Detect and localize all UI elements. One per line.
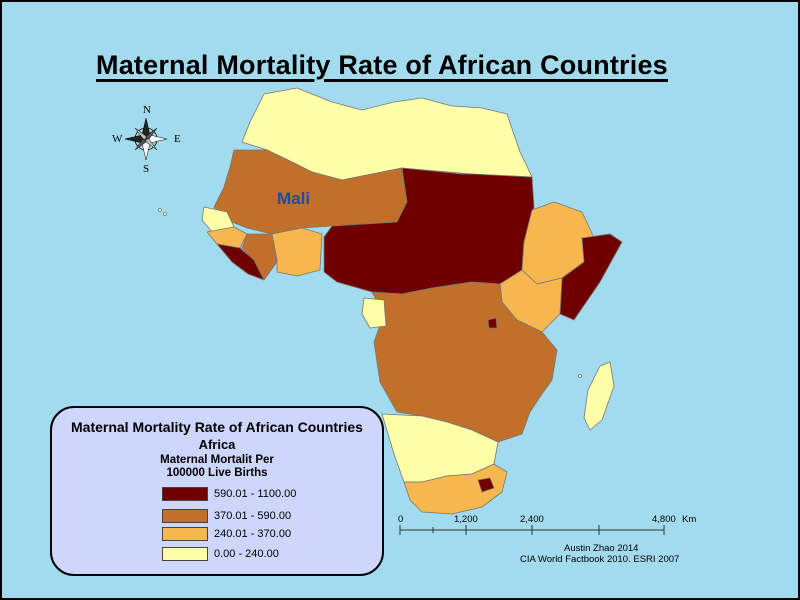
- island-cape-verde-2: [163, 212, 167, 216]
- legend-title: Maternal Mortality Rate of African Count…: [71, 419, 363, 435]
- legend-label-1: 370.01 - 590.00: [214, 510, 292, 522]
- legend-subtitle: Africa: [198, 437, 236, 452]
- legend-swatch-2: [162, 527, 208, 541]
- legend-field-line1: Maternal Mortalit Per: [160, 454, 274, 466]
- legend-class-0: 590.01 - 1100.00: [162, 487, 296, 501]
- scalebar-tick-2: 2,400: [520, 514, 544, 525]
- credit-author: Austin Zhao 2014: [564, 543, 639, 554]
- map-title: Maternal Mortality Rate of African Count…: [96, 50, 668, 80]
- scalebar-tick-1: 1,200: [454, 514, 478, 525]
- island-comoros: [578, 374, 582, 378]
- compass-rose: [124, 117, 168, 161]
- scalebar-tick-0: 0: [398, 514, 404, 525]
- compass-s-label: S: [143, 163, 150, 175]
- scale-bar: [399, 525, 665, 535]
- region-madagascar: [583, 361, 615, 431]
- region-guinea: [206, 226, 248, 249]
- region-south-africa: [403, 463, 508, 515]
- compass-e-label: E: [174, 133, 181, 145]
- legend-swatch-3: [162, 547, 208, 561]
- scalebar-unit: Km: [682, 514, 697, 525]
- scalebar-tick-3: 4,800: [652, 514, 676, 525]
- legend-label-0: 590.01 - 1100.00: [214, 488, 297, 500]
- legend-label-3: 0.00 - 240.00: [214, 548, 279, 560]
- legend-field-line2: 100000 Live Births: [166, 467, 268, 479]
- island-cape-verde: [158, 208, 162, 212]
- legend-swatch-1: [162, 509, 208, 523]
- region-rwanda: [487, 317, 498, 329]
- region-lesotho: [477, 477, 495, 493]
- legend-swatch-0: [162, 487, 208, 501]
- compass-w-label: W: [112, 133, 123, 145]
- credit-source: CIA World Factbook 2010. ESRI 2007: [520, 554, 680, 565]
- country-label-mali: Mali: [277, 189, 311, 208]
- legend-panel: Maternal Mortality Rate of African Count…: [50, 406, 384, 576]
- legend-class-3: 0.00 - 240.00: [162, 547, 279, 561]
- legend-class-1: 370.01 - 590.00: [162, 509, 291, 523]
- legend-label-2: 240.01 - 370.00: [214, 528, 292, 540]
- legend-field-name: Maternal Mortalit Per 100000 Live Births: [52, 454, 382, 480]
- compass-n-label: N: [143, 104, 151, 116]
- region-central-south: [371, 281, 558, 443]
- region-ghana-burkina: [271, 227, 323, 277]
- region-somalia: [559, 233, 623, 321]
- legend-class-2: 240.01 - 370.00: [162, 527, 291, 541]
- region-gabon: [361, 297, 387, 329]
